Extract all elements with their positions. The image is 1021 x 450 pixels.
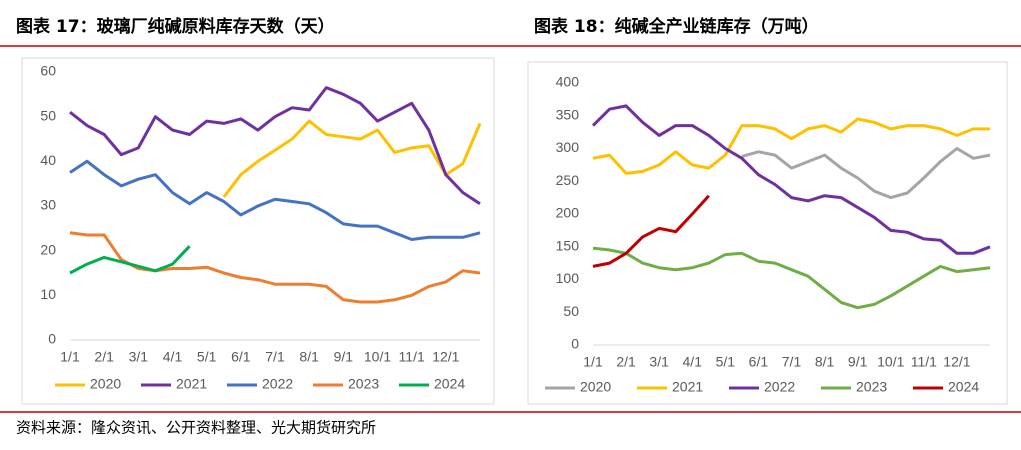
y-tick-label: 20 (40, 241, 56, 257)
legend-label: 2023 (856, 379, 887, 395)
series-line (592, 194, 710, 268)
x-tick-label: 3/1 (649, 354, 669, 370)
legend-label: 2020 (90, 376, 121, 392)
series-line (69, 231, 481, 304)
legend-label: 2024 (948, 379, 979, 395)
series-line (69, 245, 191, 275)
y-tick-label: 300 (556, 139, 580, 155)
legend-label: 2022 (262, 376, 293, 392)
y-tick-label: 30 (40, 197, 56, 213)
x-tick-label: 4/1 (683, 354, 703, 370)
legend-label: 2023 (348, 376, 379, 392)
legend-label: 2021 (176, 376, 207, 392)
x-tick-label: 5/1 (197, 349, 217, 365)
series-line (69, 159, 481, 241)
x-tick-label: 8/1 (299, 349, 319, 365)
legend-label: 2021 (672, 379, 703, 395)
x-tick-label: 10/1 (877, 354, 904, 370)
series-line (69, 86, 481, 206)
y-tick-label: 250 (556, 172, 580, 188)
legend-label: 2020 (580, 379, 611, 395)
x-tick-label: 7/1 (265, 349, 285, 365)
series-line (741, 147, 991, 200)
y-tick-label: 10 (40, 286, 56, 302)
x-tick-label: 2/1 (616, 354, 636, 370)
x-tick-label: 1/1 (583, 354, 603, 370)
x-tick-label: 4/1 (163, 349, 183, 365)
y-tick-label: 350 (556, 106, 580, 122)
legend-label: 2022 (764, 379, 795, 395)
legend-label: 2024 (434, 376, 465, 392)
y-tick-label: 400 (556, 74, 580, 90)
x-tick-label: 12/1 (943, 354, 970, 370)
x-tick-label: 6/1 (231, 349, 251, 365)
x-tick-label: 3/1 (129, 349, 149, 365)
series-line (592, 246, 991, 310)
y-tick-label: 0 (48, 331, 56, 347)
series-line (222, 119, 482, 199)
chart-frame (527, 61, 1008, 405)
x-tick-label: 11/1 (911, 354, 937, 370)
y-tick-label: 50 (563, 303, 579, 319)
source-note: 资料来源：隆众资讯、公开资料整理、光大期货研究所 (16, 419, 376, 437)
x-tick-label: 11/1 (399, 349, 425, 365)
chart-frame (21, 57, 495, 405)
chart-title: 图表 18：纯碱全产业链库存（万吨） (534, 16, 819, 37)
y-tick-label: 100 (556, 270, 580, 286)
x-tick-label: 8/1 (815, 354, 835, 370)
chart-title: 图表 17：玻璃厂纯碱原料库存天数（天） (16, 16, 335, 37)
series-line (591, 104, 991, 255)
x-tick-label: 2/1 (94, 349, 114, 365)
x-tick-label: 1/1 (60, 349, 80, 365)
x-tick-label: 9/1 (334, 349, 354, 365)
x-tick-label: 5/1 (716, 354, 736, 370)
y-tick-label: 60 (40, 63, 56, 79)
x-tick-label: 6/1 (749, 354, 769, 370)
y-tick-label: 0 (571, 336, 579, 352)
y-tick-label: 200 (556, 205, 580, 221)
x-tick-label: 7/1 (782, 354, 802, 370)
x-tick-label: 10/1 (364, 349, 391, 365)
y-tick-label: 150 (556, 237, 580, 253)
x-tick-label: 9/1 (848, 354, 868, 370)
series-line (592, 117, 990, 175)
x-tick-label: 12/1 (432, 349, 459, 365)
y-tick-label: 50 (40, 107, 56, 123)
y-tick-label: 40 (40, 152, 56, 168)
